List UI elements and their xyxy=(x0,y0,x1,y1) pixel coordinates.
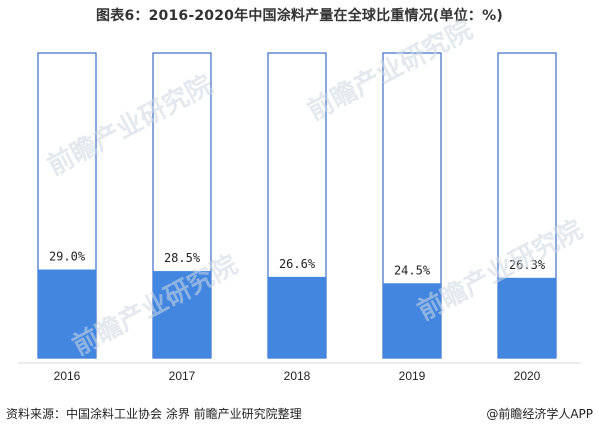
bar-group-2019: 24.5% 2019 xyxy=(382,52,442,383)
x-tick-label-2019: 2019 xyxy=(399,369,426,383)
footer-source: 资料来源：中国涂料工业协会 涂界 前瞻产业研究院整理 xyxy=(6,407,302,421)
bar-fill-2017 xyxy=(153,271,211,358)
value-label-2017: 28.5% xyxy=(164,251,201,265)
x-tick-label-2017: 2017 xyxy=(169,369,196,383)
footer-brand: @前瞻经济学人APP xyxy=(486,407,593,421)
chart-title: 图表6：2016-2020年中国涂料产量在全球比重情况(单位：%) xyxy=(96,8,503,24)
value-label-2016: 29.0% xyxy=(49,250,86,264)
bars-layer: 29.0% 2016 28.5% 2017 26.6% 2018 24.5% 2019 26.3… xyxy=(37,52,557,383)
x-tick-label-2016: 2016 xyxy=(54,369,81,383)
value-label-2018: 26.6% xyxy=(279,257,316,271)
x-tick-label-2018: 2018 xyxy=(284,369,311,383)
bar-group-2017: 28.5% 2017 xyxy=(152,52,212,383)
bar-group-2018: 26.6% 2018 xyxy=(267,52,327,383)
bar-group-2020: 26.3% 2020 xyxy=(497,52,557,383)
bar-fill-2016 xyxy=(38,269,96,358)
bar-fill-2018 xyxy=(268,276,326,358)
value-label-2019: 24.5% xyxy=(394,263,431,277)
bar-fill-2020 xyxy=(498,277,556,358)
bar-fill-2019 xyxy=(383,283,441,358)
x-tick-label-2020: 2020 xyxy=(514,369,541,383)
bar-group-2016: 29.0% 2016 xyxy=(37,52,97,383)
value-label-2020: 26.3% xyxy=(509,258,546,272)
